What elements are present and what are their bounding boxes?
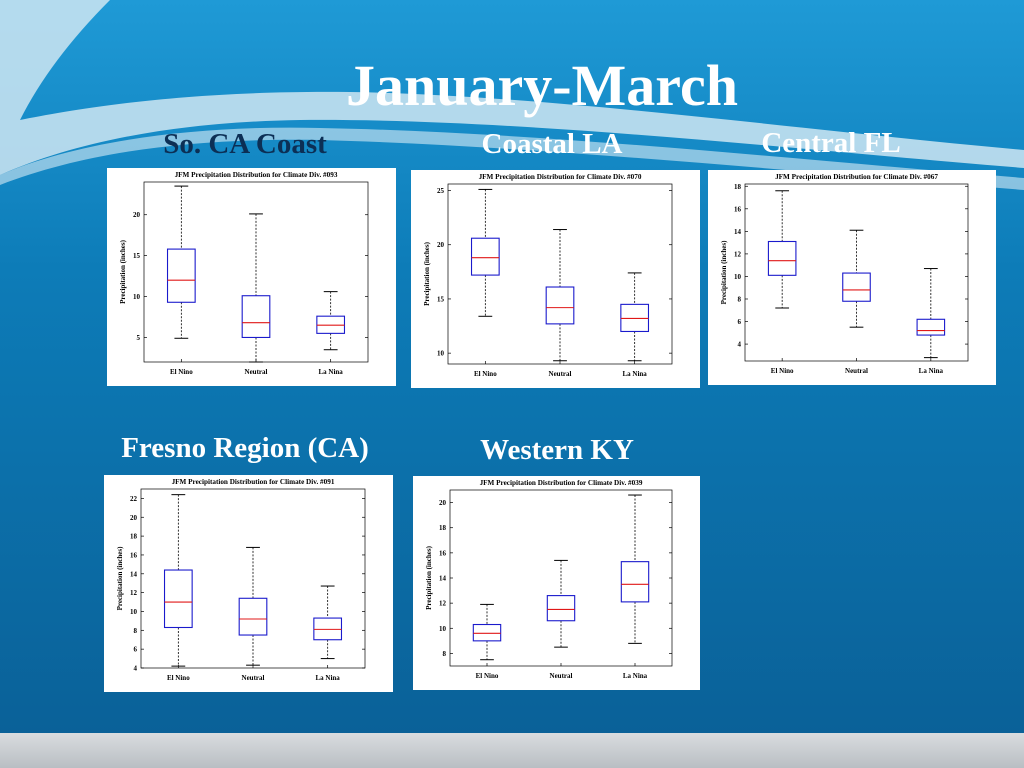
box-iqr (241, 295, 271, 339)
y-tick-label: 22 (130, 495, 138, 503)
x-tick-label: Neutral (549, 370, 572, 378)
y-tick-label: 15 (133, 252, 141, 260)
x-tick-label: El Nino (170, 368, 193, 376)
y-tick-label: 14 (130, 570, 138, 578)
box-iqr (472, 623, 502, 642)
y-tick-label: 16 (734, 205, 742, 213)
region-label-so-ca-coast: So. CA Coast (163, 128, 327, 160)
plot-frame (140, 488, 366, 669)
boxplot-panel-067: JFM Precipitation Distribution for Clima… (708, 170, 996, 385)
chart-title: JFM Precipitation Distribution for Clima… (775, 173, 938, 181)
x-tick-label: El Nino (474, 370, 497, 378)
box-iqr (620, 561, 650, 603)
x-tick-label: El Nino (476, 672, 499, 680)
y-tick-label: 12 (734, 250, 742, 258)
box-iqr (163, 569, 193, 629)
x-tick-label: La Nina (319, 368, 344, 376)
y-tick-label: 18 (734, 183, 742, 191)
chart-title: JFM Precipitation Distribution for Clima… (172, 478, 335, 486)
box-iqr (238, 597, 268, 636)
slide-title: January-March (345, 53, 738, 118)
y-axis-label: Precipitation (inches) (425, 545, 433, 610)
x-tick-label: La Nina (919, 367, 944, 375)
region-label-western-ky: Western KY (480, 434, 634, 466)
y-tick-label: 25 (437, 187, 445, 195)
x-tick-label: Neutral (845, 367, 868, 375)
y-tick-label: 5 (137, 334, 141, 342)
boxplot-panel-093: JFM Precipitation Distribution for Clima… (107, 168, 396, 386)
y-tick-label: 20 (439, 499, 447, 507)
x-tick-label: La Nina (623, 370, 648, 378)
footer-bar (0, 733, 1024, 768)
y-tick-label: 4 (738, 341, 742, 349)
swoosh-decoration (0, 0, 1024, 175)
y-tick-label: 14 (439, 575, 447, 583)
y-tick-label: 6 (738, 318, 742, 326)
y-axis-label: Precipitation (inches) (116, 546, 124, 611)
x-tick-label: El Nino (167, 674, 190, 682)
x-tick-label: La Nina (623, 672, 648, 680)
box-iqr (166, 248, 196, 303)
boxplot-chart-067: JFM Precipitation Distribution for Clima… (720, 173, 969, 375)
y-tick-label: 18 (130, 533, 138, 541)
y-tick-label: 15 (437, 295, 445, 303)
y-tick-label: 8 (443, 650, 447, 658)
y-axis-label: Precipitation (inches) (720, 240, 728, 305)
region-label-central-fl: Central FL (761, 127, 901, 159)
x-tick-label: Neutral (550, 672, 573, 680)
x-tick-label: La Nina (316, 674, 341, 682)
boxplot-chart-093: JFM Precipitation Distribution for Clima… (119, 171, 369, 376)
y-tick-label: 14 (734, 228, 742, 236)
y-tick-label: 20 (437, 241, 445, 249)
y-tick-label: 16 (130, 551, 138, 559)
y-tick-label: 12 (439, 600, 447, 608)
y-tick-label: 10 (439, 625, 447, 633)
y-tick-label: 10 (437, 350, 445, 358)
x-tick-label: El Nino (771, 367, 794, 375)
boxplot-panel-070: JFM Precipitation Distribution for Clima… (411, 170, 700, 388)
y-tick-label: 18 (439, 524, 447, 532)
x-tick-label: Neutral (242, 674, 265, 682)
box-iqr (545, 286, 575, 325)
box-iqr (767, 240, 797, 276)
y-tick-label: 12 (130, 589, 138, 597)
y-tick-label: 8 (134, 627, 138, 635)
boxplot-panel-039: JFM Precipitation Distribution for Clima… (413, 476, 700, 690)
box-iqr (470, 237, 500, 276)
y-tick-label: 6 (134, 646, 138, 654)
plot-frame (447, 183, 673, 365)
y-tick-label: 10 (130, 608, 138, 616)
box-iqr (842, 272, 871, 302)
y-axis-label: Precipitation (inches) (423, 241, 431, 306)
y-tick-label: 16 (439, 549, 447, 557)
box-iqr (916, 318, 946, 336)
y-tick-label: 4 (134, 665, 138, 673)
region-label-fresno-region: Fresno Region (CA) (121, 432, 369, 464)
y-tick-label: 20 (130, 514, 138, 522)
y-tick-label: 20 (133, 211, 141, 219)
y-tick-label: 8 (738, 295, 742, 303)
y-axis-label: Precipitation (inches) (119, 239, 127, 304)
y-tick-label: 10 (133, 293, 141, 301)
boxplot-panel-091: JFM Precipitation Distribution for Clima… (104, 475, 393, 692)
boxplot-chart-070: JFM Precipitation Distribution for Clima… (423, 173, 673, 378)
y-tick-label: 10 (734, 273, 742, 281)
boxplot-chart-091: JFM Precipitation Distribution for Clima… (116, 478, 366, 682)
chart-title: JFM Precipitation Distribution for Clima… (480, 479, 643, 487)
boxplot-chart-039: JFM Precipitation Distribution for Clima… (425, 479, 673, 680)
region-label-coastal-la: Coastal LA (481, 128, 623, 160)
x-tick-label: Neutral (245, 368, 268, 376)
box-iqr (546, 595, 576, 622)
chart-title: JFM Precipitation Distribution for Clima… (479, 173, 642, 181)
plot-frame (143, 181, 369, 363)
chart-title: JFM Precipitation Distribution for Clima… (175, 171, 338, 179)
